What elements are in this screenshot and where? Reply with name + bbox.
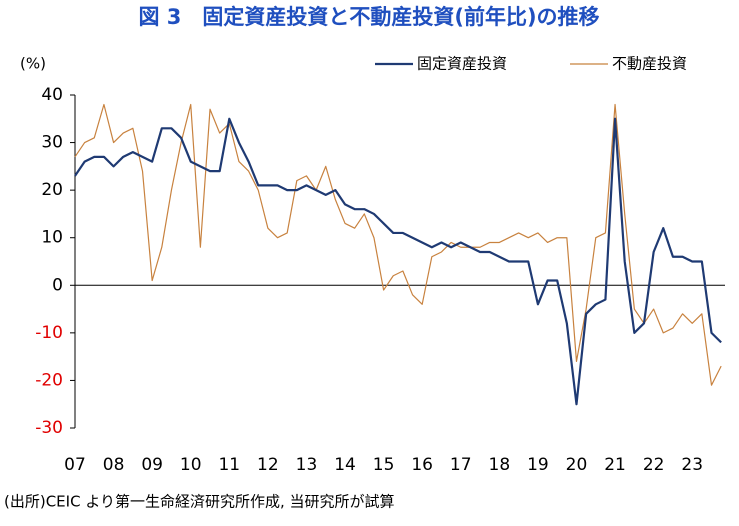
x-tick-label: 18 xyxy=(489,455,511,475)
x-tick-label: 10 xyxy=(180,455,202,475)
legend-label: 不動産投資 xyxy=(612,55,687,73)
series-line xyxy=(74,117,722,406)
x-tick-label: 16 xyxy=(411,455,433,475)
y-tick-label: 40 xyxy=(41,85,63,105)
chart-title: 図 3 固定資産投資と不動産投資(前年比)の推移 xyxy=(138,5,599,29)
x-tick-label: 21 xyxy=(604,455,626,475)
y-tick-label: -30 xyxy=(35,418,63,438)
x-tick-label: 19 xyxy=(527,455,549,475)
y-axis-label: (%) xyxy=(20,55,46,73)
y-tick-label: -20 xyxy=(35,370,63,390)
x-tick-label: 12 xyxy=(257,455,279,475)
legend-label: 固定資産投資 xyxy=(417,55,507,73)
x-tick-label: 22 xyxy=(643,455,665,475)
x-tick-label: 20 xyxy=(566,455,588,475)
y-tick-label: -10 xyxy=(35,323,63,343)
x-tick-label: 17 xyxy=(450,455,472,475)
x-tick-label: 14 xyxy=(334,455,356,475)
y-tick-label: 10 xyxy=(41,228,63,248)
x-tick-label: 08 xyxy=(103,455,125,475)
y-tick-label: 20 xyxy=(41,180,63,200)
x-tick-label: 13 xyxy=(296,455,318,475)
x-tick-label: 15 xyxy=(373,455,395,475)
series-line xyxy=(74,103,722,386)
y-tick-label: 30 xyxy=(41,133,63,153)
x-tick-label: 07 xyxy=(64,455,86,475)
x-tick-label: 09 xyxy=(141,455,163,475)
y-tick-label: 0 xyxy=(52,275,63,295)
source-note: (出所)CEIC より第一生命経済研究所作成, 当研究所が試算 xyxy=(4,493,395,511)
x-tick-label: 23 xyxy=(681,455,703,475)
x-tick-label: 11 xyxy=(218,455,240,475)
